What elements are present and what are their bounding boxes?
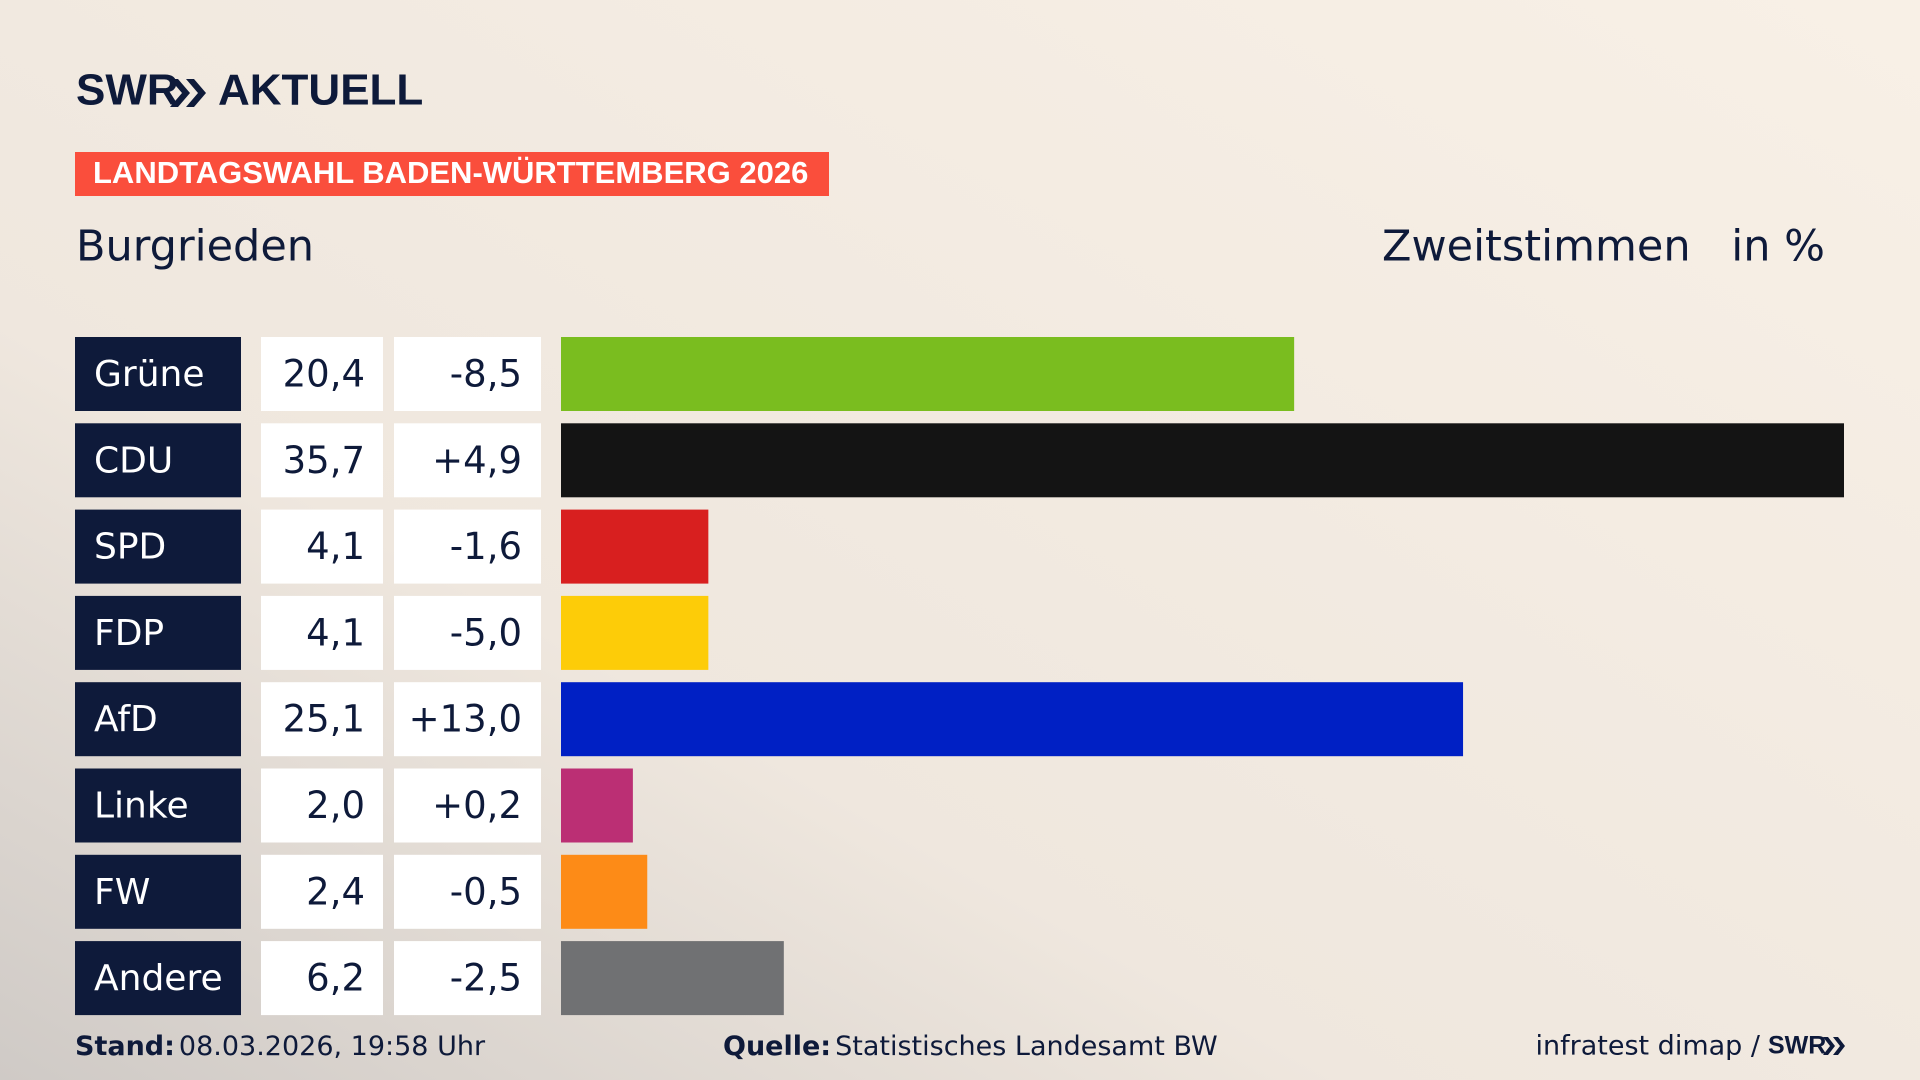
- change-box: [394, 337, 541, 411]
- change-label: -0,5: [450, 870, 522, 913]
- logo-chevrons: [170, 79, 206, 107]
- change-box: [394, 854, 541, 929]
- banner-bg: [75, 152, 829, 196]
- stand-label: Stand:: [75, 1031, 175, 1062]
- party-box: [75, 941, 241, 1016]
- measure: Zweitstimmen: [1382, 222, 1691, 272]
- party-name: SPD: [94, 527, 166, 568]
- bar: [561, 595, 709, 670]
- party-name: FW: [94, 872, 150, 913]
- party-box: [75, 682, 241, 757]
- source-value: Statistisches Landesamt BW: [835, 1031, 1218, 1062]
- party-name: CDU: [94, 440, 173, 481]
- value-label: 2,4: [306, 870, 365, 913]
- value-label: 4,1: [306, 525, 365, 568]
- credit-logo: SWR: [1768, 1032, 1826, 1060]
- party-box: [75, 509, 241, 584]
- value-label: 6,2: [306, 957, 365, 1000]
- location: Burgrieden: [76, 222, 314, 272]
- bar: [561, 854, 648, 929]
- source: Quelle: Statistisches Landesamt BW: [723, 1031, 1218, 1062]
- stand-value: 08.03.2026, 19:58 Uhr: [179, 1031, 486, 1062]
- change-label: +4,9: [432, 439, 522, 482]
- bar: [561, 768, 633, 843]
- change-box: [394, 768, 541, 843]
- value-label: 2,0: [306, 784, 365, 827]
- party-box: [75, 337, 241, 411]
- bar: [561, 509, 709, 584]
- footer: Stand: 08.03.2026, 19:58 Uhr Quelle: Stati…: [75, 1031, 1845, 1062]
- credit: infratest dimap /: [1535, 1031, 1760, 1062]
- change-label: -2,5: [450, 957, 522, 1000]
- party-box: [75, 423, 241, 498]
- bar: [561, 682, 1464, 757]
- value-label: 20,4: [283, 353, 365, 396]
- change-label: +13,0: [409, 698, 522, 741]
- value-label: 25,1: [283, 698, 365, 741]
- party-box: [75, 768, 241, 843]
- change-box: [394, 595, 541, 670]
- change-box: [394, 423, 541, 498]
- party-name: Linke: [94, 786, 189, 827]
- party-box: [75, 854, 241, 929]
- party-name: Andere: [94, 958, 223, 999]
- change-box: [394, 682, 541, 757]
- bar: [561, 423, 1844, 498]
- value-box: [261, 423, 383, 498]
- party-name: AfD: [94, 699, 158, 740]
- value-box: [261, 682, 383, 757]
- stand: Stand: 08.03.2026, 19:58 Uhr: [75, 1031, 486, 1062]
- logo: SWR: [76, 66, 179, 115]
- bar: [561, 941, 784, 1016]
- value-label: 4,1: [306, 611, 365, 654]
- change-label: -5,0: [450, 611, 522, 654]
- source-label: Quelle:: [723, 1031, 831, 1062]
- value-box: [261, 768, 383, 843]
- value-label: 35,7: [283, 439, 365, 482]
- party-box: [75, 595, 241, 670]
- party-name: FDP: [94, 613, 164, 654]
- banner: LANDTAGSWAHL BADEN-WÜRTTEMBERG 2026: [93, 155, 808, 190]
- change-label: -1,6: [450, 525, 522, 568]
- logo-suffix: AKTUELL: [218, 66, 423, 115]
- value-box: [261, 941, 383, 1016]
- bar: [561, 337, 1295, 411]
- change-label: -8,5: [450, 353, 522, 396]
- change-box: [394, 509, 541, 584]
- change-label: +0,2: [432, 784, 522, 827]
- credit-chevrons: [1823, 1037, 1845, 1055]
- value-box: [261, 509, 383, 584]
- change-box: [394, 941, 541, 1016]
- value-box: [261, 595, 383, 670]
- value-box: [261, 854, 383, 929]
- unit: in %: [1731, 222, 1825, 272]
- party-name: Grüne: [94, 354, 204, 395]
- value-box: [261, 337, 383, 411]
